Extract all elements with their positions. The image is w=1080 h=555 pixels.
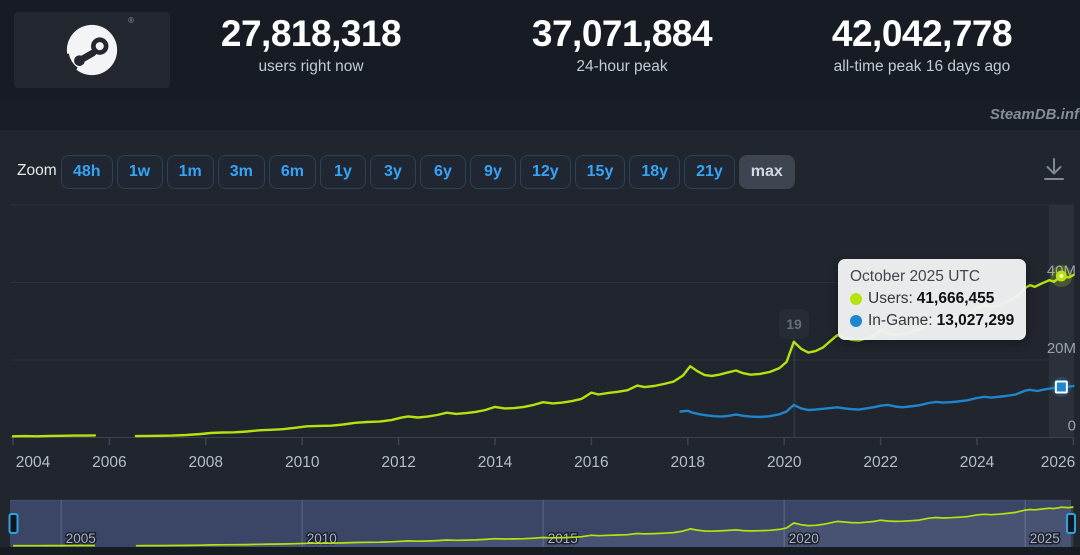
flag-badge-19[interactable]: 19 [779, 309, 809, 339]
zoom-range-button-3m[interactable]: 3m [217, 155, 265, 189]
users-marker-center [1059, 274, 1064, 279]
x-axis-label: 2020 [767, 454, 802, 471]
navigator-handle-left[interactable] [8, 513, 19, 534]
tooltip-rows: Users: 41,666,455 In-Game: 13,027,299 [850, 288, 1014, 332]
zoom-range-button-6m[interactable]: 6m [268, 155, 316, 189]
zoom-range-button-18y[interactable]: 18y [629, 155, 681, 189]
zoom-range-button-48h[interactable]: 48h [61, 155, 113, 189]
x-axis-label: 2018 [671, 454, 705, 471]
navigator-selection-mask[interactable] [10, 500, 1071, 547]
zoom-range-button-9y[interactable]: 9y [469, 155, 516, 189]
x-axis-label: 2022 [863, 454, 897, 471]
x-axis-label: 2016 [574, 454, 608, 471]
bottom-strip [0, 547, 1080, 555]
x-axis-label: 2024 [960, 454, 995, 471]
navigator-handle-right[interactable] [1066, 513, 1076, 534]
stat-users-right-now: 27,818,318 users right now [161, 13, 461, 76]
chart-tooltip: October 2025 UTC Users: 41,666,455 In-Gam… [838, 259, 1027, 340]
stat-value: 37,071,884 [531, 13, 713, 54]
navigator-year-label: 2025 [1030, 531, 1060, 546]
zoom-range-button-3y[interactable]: 3y [369, 155, 416, 189]
zoom-range-button-1w[interactable]: 1w [116, 155, 163, 189]
series-color-dot [850, 293, 862, 305]
steam-logo-icon [64, 24, 118, 76]
x-axis-label: 2006 [92, 454, 126, 471]
zoom-range-button-12y[interactable]: 12y [519, 155, 571, 189]
tooltip-row-in-game: In-Game: 13,027,299 [850, 310, 1014, 332]
tooltip-row-users: Users: 41,666,455 [850, 288, 1014, 310]
x-axis-label: 2004 [16, 454, 51, 471]
stat-label: 24-hour peak [576, 57, 668, 75]
zoom-range-button-21y[interactable]: 21y [684, 155, 735, 189]
zoom-range-buttons: 48h 1w 1m 3m 6m 1y 3y 6y 9y 12y 15y 18y 21y max [61, 155, 795, 189]
watermark-bar: SteamDB.inf [0, 100, 1080, 130]
steam-logo-link[interactable]: ® [14, 12, 170, 88]
registered-trademark: ® [128, 16, 134, 25]
zoom-range-button-15y[interactable]: 15y [574, 155, 626, 189]
x-axis-label: 2010 [285, 454, 320, 471]
zoom-range-button-1y[interactable]: 1y [319, 155, 366, 189]
stat-label: all-time peak 16 days ago [833, 57, 1011, 75]
navigator[interactable]: 2005 2010 2015 2020 2025 [8, 499, 1076, 548]
stat-value: 42,042,778 [831, 13, 1013, 54]
y-axis-label: 20M [1047, 340, 1076, 357]
stat-24-hour-peak: 37,071,884 24-hour peak [472, 13, 772, 76]
download-button[interactable] [1040, 157, 1068, 187]
navigator-series-area [135, 507, 1074, 547]
download-icon [1044, 158, 1064, 180]
navigator-year-label: 2020 [789, 531, 819, 546]
stat-label: users right now [258, 57, 364, 75]
stat-value: 27,818,318 [220, 13, 402, 54]
y-axis-label: 0 [1068, 418, 1076, 435]
navigator-year-label: 2005 [66, 531, 96, 546]
zoom-range-button-6y[interactable]: 6y [419, 155, 466, 189]
ingame-series-line [679, 384, 1075, 419]
x-axis-label: 2008 [189, 454, 223, 471]
hover-crosshair-band [1048, 205, 1074, 438]
zoom-range-button-1m[interactable]: 1m [166, 155, 214, 189]
steamdb-watermark: SteamDB.inf [989, 106, 1079, 123]
zoom-label: Zoom [17, 162, 57, 179]
x-axis-label: 2026 [1041, 454, 1075, 471]
zoom-range-button-max[interactable]: max [738, 155, 795, 189]
navigator-year-label: 2015 [548, 531, 578, 546]
stat-all-time-peak: 42,042,778 all-time peak 16 days ago [772, 13, 1072, 76]
navigator-series-line [13, 506, 1074, 547]
series-color-dot [850, 315, 862, 327]
tooltip-title: October 2025 UTC [850, 268, 981, 285]
header: ® 27,818,318 users right now 37,071,884 … [0, 0, 1080, 100]
x-axis-label: 2014 [478, 454, 513, 471]
x-axis-label: 2012 [381, 454, 415, 471]
chart-toolbar: Zoom 48h 1w 1m 3m 6m 1y 3y 6y 9y 12y 15y 18y 21y max [0, 155, 1080, 189]
ingame-hover-marker [1054, 380, 1068, 394]
